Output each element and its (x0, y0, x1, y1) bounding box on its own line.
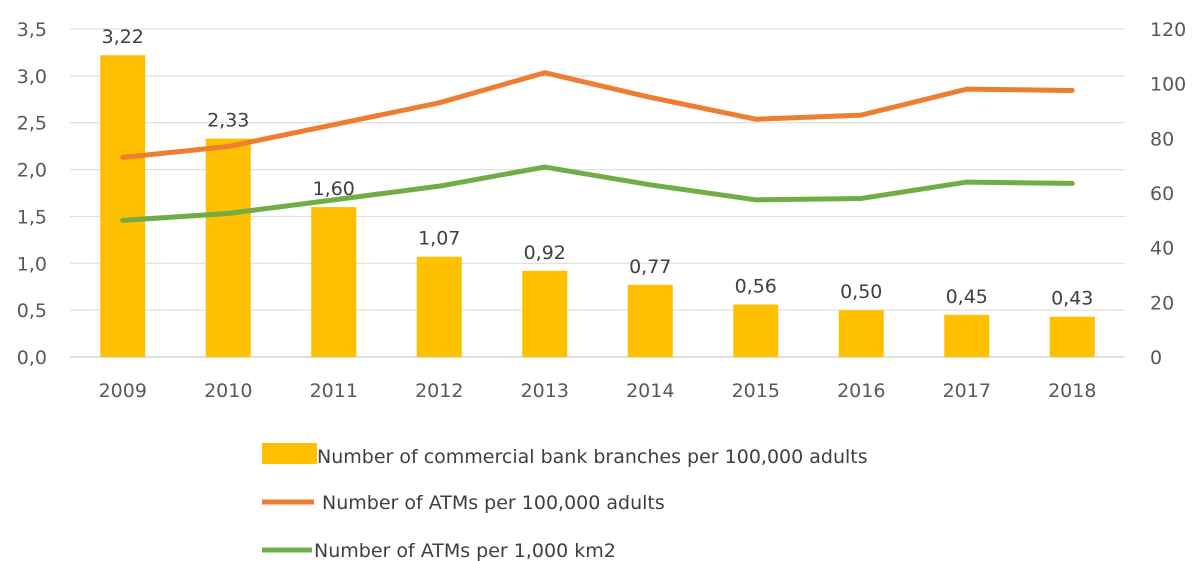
left-tick-label: 2,5 (17, 113, 47, 135)
bar (522, 270, 568, 357)
bar-data-label: 0,77 (629, 256, 671, 278)
x-tick-label: 2014 (626, 380, 674, 402)
bar-data-label: 1,07 (418, 228, 460, 250)
bar-data-label: 0,45 (946, 286, 988, 308)
bar-data-label: 0,50 (840, 281, 882, 303)
line-series (120, 70, 1075, 223)
left-y-axis: 0,0 0,5 1,0 1,5 2,0 2,5 3,0 3,5 (17, 19, 47, 369)
right-tick-label: 60 (1150, 183, 1174, 205)
bar-series (100, 55, 1095, 358)
right-tick-label: 20 (1150, 292, 1174, 314)
right-tick-label: 80 (1150, 128, 1174, 150)
x-tick-label: 2011 (310, 380, 358, 402)
bar-data-label: 0,56 (735, 276, 777, 298)
x-tick-label: 2013 (521, 380, 569, 402)
left-tick-label: 0,5 (17, 300, 47, 322)
x-tick-label: 2015 (732, 380, 780, 402)
series-line (120, 70, 1075, 160)
left-tick-label: 2,0 (17, 160, 47, 182)
legend-label: Number of commercial bank branches per 1… (317, 446, 868, 468)
x-tick-label: 2010 (204, 380, 252, 402)
left-tick-label: 3,5 (17, 19, 47, 41)
legend-label: Number of ATMs per 1,000 km2 (314, 540, 616, 561)
bar-data-labels: 3,22 2,33 1,60 1,07 0,92 0,77 0,56 0,50 0,45 0,43 (102, 26, 1094, 309)
bar (311, 207, 357, 357)
x-tick-label: 2012 (415, 380, 463, 402)
bar (838, 310, 884, 357)
legend: Number of commercial bank branches per 1… (262, 443, 868, 561)
bar-data-label: 0,43 (1051, 288, 1093, 310)
x-tick-label: 2016 (837, 380, 885, 402)
left-tick-label: 3,0 (17, 66, 47, 88)
x-tick-label: 2009 (99, 380, 147, 402)
bar (100, 55, 146, 358)
bar (205, 138, 251, 357)
bar (627, 284, 673, 357)
left-tick-label: 1,0 (17, 253, 47, 275)
legend-label: Number of ATMs per 100,000 adults (322, 492, 665, 514)
bar-data-label: 0,92 (524, 242, 566, 264)
right-tick-label: 0 (1150, 347, 1162, 369)
left-tick-label: 1,5 (17, 206, 47, 228)
bar (1049, 316, 1095, 357)
x-axis: 2009 2010 2011 2012 2013 2014 2015 2016 2017 2018 (99, 380, 1097, 402)
bar-data-label: 2,33 (207, 110, 249, 132)
bar-data-label: 1,60 (313, 178, 355, 200)
bar (944, 314, 990, 357)
left-tick-label: 0,0 (17, 347, 47, 369)
right-tick-label: 120 (1150, 19, 1186, 41)
right-tick-label: 40 (1150, 238, 1174, 260)
bar (733, 304, 779, 357)
bar-data-label: 3,22 (102, 26, 144, 48)
bar (416, 256, 462, 357)
series-line (120, 164, 1075, 223)
right-y-axis: 0 20 40 60 80 100 120 (1150, 19, 1186, 369)
x-tick-label: 2018 (1048, 380, 1096, 402)
right-tick-label: 100 (1150, 74, 1186, 96)
legend-swatch-bar (262, 443, 317, 464)
x-tick-label: 2017 (943, 380, 991, 402)
